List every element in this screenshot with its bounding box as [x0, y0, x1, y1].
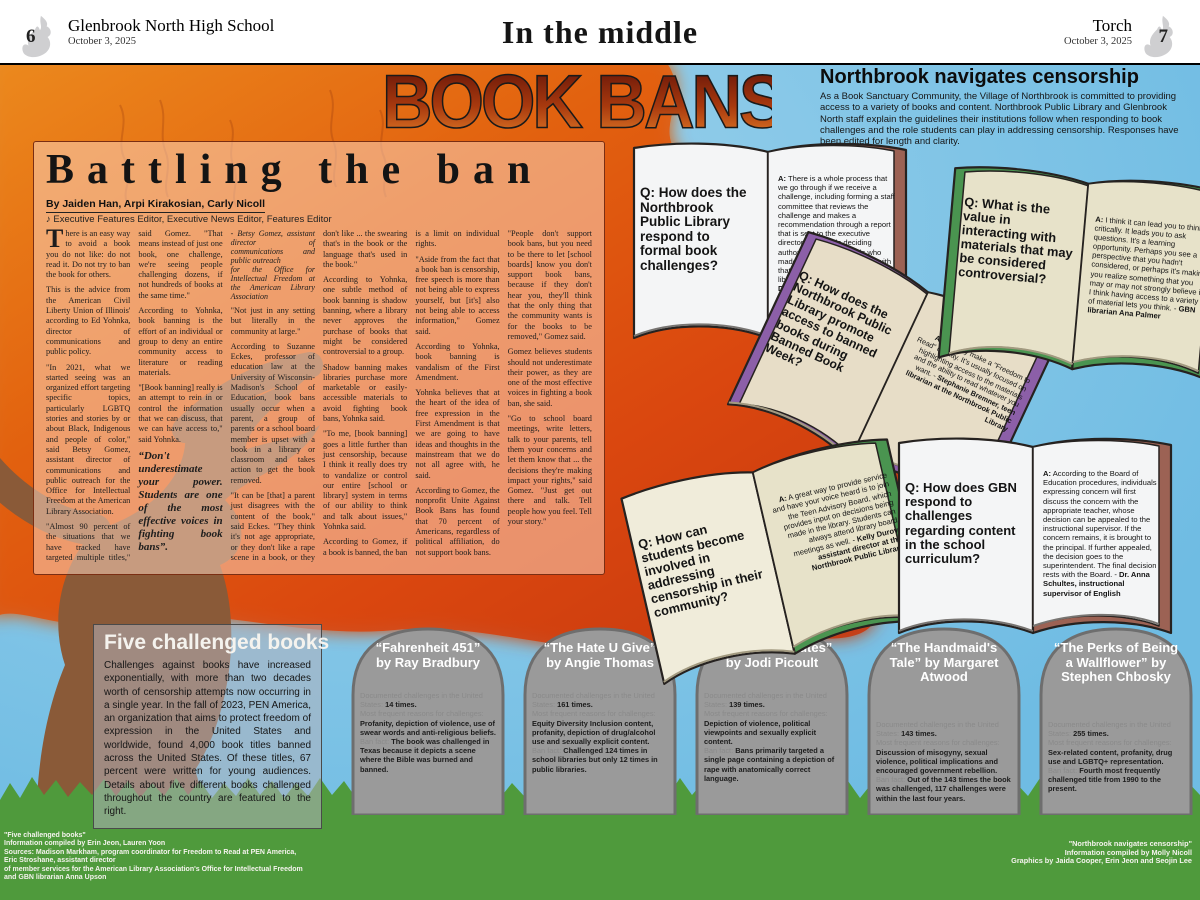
svg-text:BOOK BANS: BOOK BANS: [382, 68, 772, 134]
